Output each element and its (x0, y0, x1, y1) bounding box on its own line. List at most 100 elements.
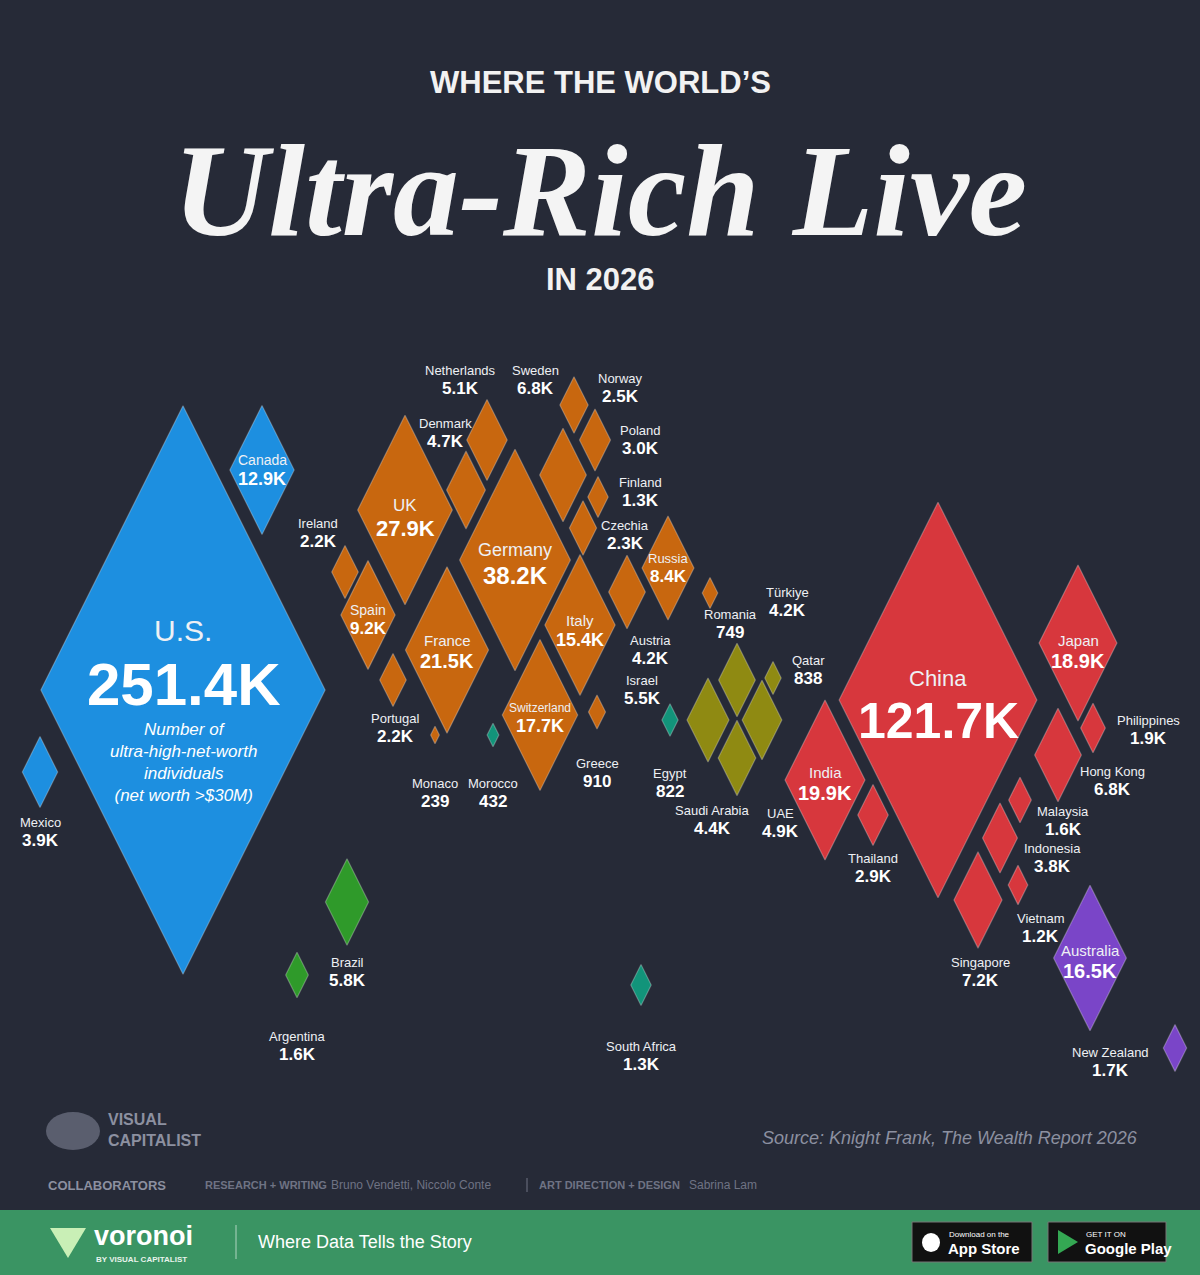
svg-text:Where Data Tells the Story: Where Data Tells the Story (258, 1232, 472, 1252)
svg-text:France: France (424, 632, 471, 649)
svg-text:15.4K: 15.4K (556, 630, 604, 650)
svg-text:2.9K: 2.9K (855, 867, 892, 886)
svg-text:2.2K: 2.2K (300, 532, 337, 551)
svg-text:India: India (809, 764, 842, 781)
svg-text:Download on the: Download on the (949, 1230, 1010, 1239)
svg-text:16.5K: 16.5K (1063, 960, 1117, 982)
svg-text:GET IT ON: GET IT ON (1086, 1230, 1126, 1239)
svg-text:WHERE THE WORLD’S: WHERE THE WORLD’S (430, 65, 771, 100)
svg-text:27.9K: 27.9K (376, 516, 435, 541)
svg-text:Austria: Austria (630, 633, 671, 648)
svg-text:Morocco: Morocco (468, 776, 518, 791)
svg-text:VISUALCAPITALIST: VISUALCAPITALIST (108, 1111, 201, 1149)
svg-text:Netherlands: Netherlands (425, 363, 496, 378)
svg-text:App Store: App Store (948, 1240, 1020, 1257)
svg-text:Japan: Japan (1058, 632, 1099, 649)
svg-text:12.9K: 12.9K (238, 469, 286, 489)
svg-text:1.6K: 1.6K (1045, 820, 1082, 839)
svg-text:Poland: Poland (620, 423, 660, 438)
svg-text:251.4K: 251.4K (87, 651, 280, 718)
svg-text:3.0K: 3.0K (622, 439, 659, 458)
svg-text:4.2K: 4.2K (632, 649, 669, 668)
svg-text:Spain: Spain (350, 602, 386, 618)
svg-text:Bruno Vendetti, Niccolo Conte: Bruno Vendetti, Niccolo Conte (331, 1178, 491, 1192)
svg-text:Denmark: Denmark (419, 416, 472, 431)
svg-text:ART DIRECTION + DESIGN: ART DIRECTION + DESIGN (539, 1179, 680, 1191)
svg-text:Finland: Finland (619, 475, 662, 490)
svg-text:South Africa: South Africa (606, 1039, 677, 1054)
svg-text:Germany: Germany (478, 540, 552, 560)
svg-text:Italy: Italy (566, 612, 594, 629)
svg-text:18.9K: 18.9K (1051, 650, 1105, 672)
svg-text:Philippines: Philippines (1117, 713, 1180, 728)
svg-text:910: 910 (583, 772, 611, 791)
svg-text:Canada: Canada (238, 452, 287, 468)
svg-text:5.8K: 5.8K (329, 971, 366, 990)
svg-text:Singapore: Singapore (951, 955, 1010, 970)
svg-text:Thailand: Thailand (848, 851, 898, 866)
svg-text:9.2K: 9.2K (350, 619, 387, 638)
svg-text:2.2K: 2.2K (377, 727, 414, 746)
svg-text:Monaco: Monaco (412, 776, 458, 791)
svg-text:38.2K: 38.2K (483, 562, 548, 589)
svg-text:Czechia: Czechia (601, 518, 649, 533)
svg-text:Ireland: Ireland (298, 516, 338, 531)
svg-text:BY VISUAL CAPITALIST: BY VISUAL CAPITALIST (96, 1255, 187, 1264)
svg-text:Source: Knight Frank, The Weal: Source: Knight Frank, The Wealth Report … (762, 1128, 1138, 1148)
svg-text:Romania: Romania (704, 607, 757, 622)
svg-text:UK: UK (393, 496, 417, 515)
svg-text:7.2K: 7.2K (962, 971, 999, 990)
svg-text:Norway: Norway (598, 371, 643, 386)
svg-text:6.8K: 6.8K (1094, 780, 1131, 799)
svg-text:Switzerland: Switzerland (509, 701, 571, 715)
svg-text:17.7K: 17.7K (516, 716, 564, 736)
svg-text:U.S.: U.S. (154, 614, 212, 647)
svg-text:2.5K: 2.5K (602, 387, 639, 406)
svg-text:121.7K: 121.7K (858, 693, 1019, 749)
svg-text:5.1K: 5.1K (442, 379, 479, 398)
svg-text:1.3K: 1.3K (623, 1055, 660, 1074)
svg-text:New Zealand: New Zealand (1072, 1045, 1149, 1060)
svg-text:8.4K: 8.4K (650, 567, 687, 586)
svg-text:Qatar: Qatar (792, 653, 825, 668)
svg-text:1.6K: 1.6K (279, 1045, 316, 1064)
svg-text:5.5K: 5.5K (624, 689, 661, 708)
svg-text:Indonesia: Indonesia (1024, 841, 1081, 856)
svg-text:Israel: Israel (626, 673, 658, 688)
svg-text:Saudi Arabia: Saudi Arabia (675, 803, 749, 818)
svg-text:1.2K: 1.2K (1022, 927, 1059, 946)
svg-text:1.3K: 1.3K (622, 491, 659, 510)
svg-text:voronoi: voronoi (94, 1221, 193, 1251)
svg-text:RESEARCH + WRITING: RESEARCH + WRITING (205, 1179, 327, 1191)
svg-text:Egypt: Egypt (653, 766, 687, 781)
svg-text:UAE: UAE (767, 806, 794, 821)
svg-text:3.8K: 3.8K (1034, 857, 1071, 876)
svg-text:Hong Kong: Hong Kong (1080, 764, 1145, 779)
svg-text:838: 838 (794, 669, 822, 688)
svg-text:Brazil: Brazil (331, 955, 364, 970)
svg-text:749: 749 (716, 623, 744, 642)
svg-text:Mexico: Mexico (20, 815, 61, 830)
svg-text:2.3K: 2.3K (607, 534, 644, 553)
svg-text:Sweden: Sweden (512, 363, 559, 378)
svg-text:822: 822 (656, 782, 684, 801)
svg-text:Ultra-Rich Live: Ultra-Rich Live (173, 117, 1027, 264)
svg-text:19.9K: 19.9K (798, 782, 852, 804)
svg-text:Number ofultra-high-net-worthi: Number ofultra-high-net-worthindividuals… (110, 720, 257, 805)
svg-text:1.9K: 1.9K (1130, 729, 1167, 748)
svg-text:Greece: Greece (576, 756, 619, 771)
svg-text:Türkiye: Türkiye (766, 585, 809, 600)
svg-text:Google Play: Google Play (1085, 1240, 1172, 1257)
svg-text:Vietnam: Vietnam (1017, 911, 1064, 926)
svg-text:4.2K: 4.2K (769, 601, 806, 620)
svg-text:6.8K: 6.8K (517, 379, 554, 398)
svg-text:COLLABORATORS: COLLABORATORS (48, 1178, 166, 1193)
svg-text:IN 2026: IN 2026 (546, 262, 655, 297)
svg-text:Portugal: Portugal (371, 711, 420, 726)
svg-text:4.9K: 4.9K (762, 822, 799, 841)
svg-text:4.7K: 4.7K (427, 432, 464, 451)
svg-text:Argentina: Argentina (269, 1029, 325, 1044)
svg-text:3.9K: 3.9K (22, 831, 59, 850)
svg-text:Russia: Russia (648, 551, 689, 566)
svg-text:China: China (909, 666, 967, 691)
